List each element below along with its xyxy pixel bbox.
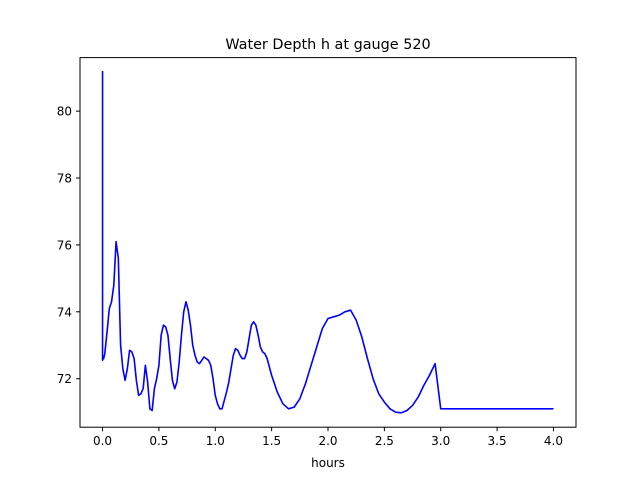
y-tick-label: 72 [57, 372, 72, 386]
series-line-0 [101, 70, 554, 414]
x-tick-label: 2.0 [318, 434, 337, 448]
x-tick-label: 1.5 [262, 434, 281, 448]
x-axis-label: hours [311, 456, 345, 470]
y-tick-label: 74 [57, 305, 72, 319]
x-tick-label: 4.0 [544, 434, 563, 448]
x-tick-label: 0.5 [149, 434, 168, 448]
chart-title: Water Depth h at gauge 520 [225, 37, 430, 53]
y-tick-label: 76 [57, 238, 72, 252]
plot-area [101, 70, 554, 414]
x-tick-label: 2.5 [375, 434, 394, 448]
x-tick-label: 1.0 [206, 434, 225, 448]
x-tick-label: 3.0 [431, 434, 450, 448]
y-tick-label: 78 [57, 172, 72, 186]
x-tick-label: 0.0 [93, 434, 112, 448]
x-axis: 0.0 0.5 1.0 1.5 2.0 2.5 3.0 3.5 4.0 [93, 427, 563, 448]
y-tick-label: 80 [57, 105, 72, 119]
x-tick-label: 3.5 [488, 434, 507, 448]
y-axis: 72 74 76 78 80 [57, 105, 80, 386]
